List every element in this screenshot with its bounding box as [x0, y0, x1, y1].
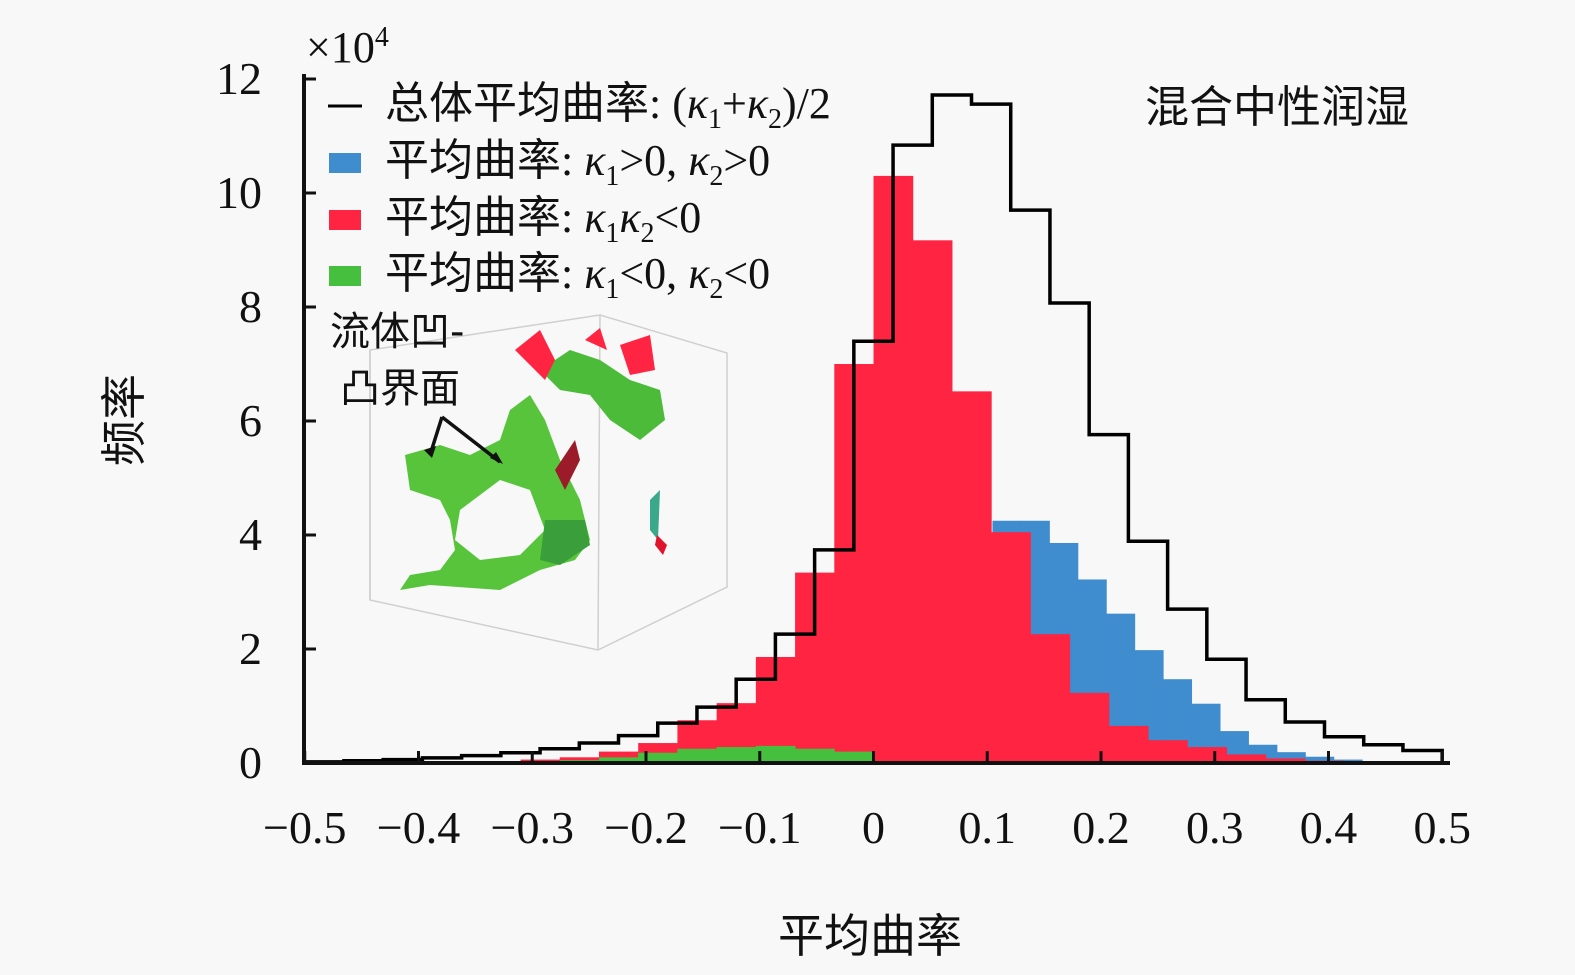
bar-series1-bin10: [912, 240, 953, 763]
bar-series2-bin1: [598, 757, 639, 763]
y-tick-label: 2: [239, 623, 262, 674]
x-tick-label: −0.5: [263, 802, 346, 853]
legend-label: 平均曲率: κ1​>0, κ2​>0: [385, 136, 770, 192]
bar-series0-bin10: [1276, 752, 1306, 763]
legend-swatch: [329, 210, 361, 230]
legend-label: 总体平均曲率: (κ1​+κ2​)/2: [385, 79, 831, 135]
x-tick-label: −0.4: [377, 802, 460, 853]
legend-item-3: 平均曲率: κ1​<0, κ2​<0: [329, 249, 770, 305]
bar-series1-bin17: [1187, 747, 1228, 763]
bar-series2-bin4: [716, 747, 757, 763]
inset-3d-render: 流体凹- 凸界面: [330, 309, 728, 651]
chart-title: 混合中性润湿: [1145, 82, 1409, 133]
bars-layer: [520, 175, 1392, 763]
total-outline-histogram: [303, 93, 1444, 764]
inset-annotation-line-1: 流体凹-: [330, 309, 464, 355]
arrow-2: [440, 415, 502, 464]
bar-series2-bin3: [677, 748, 718, 763]
y-multiplier-base: ×10: [306, 23, 375, 72]
x-tick-label: 0.4: [1300, 802, 1358, 853]
legend-swatch: [329, 153, 361, 173]
bar-series1-bin18: [1226, 754, 1267, 763]
y-tick-label: 0: [239, 737, 262, 788]
y-tick-label: 10: [216, 167, 262, 218]
x-tick-label: 0.2: [1072, 802, 1130, 853]
inset-surfaces: [400, 328, 667, 590]
bar-series0-bin11: [1305, 756, 1335, 763]
outline-layer: [303, 93, 1444, 764]
x-tick-label: 0: [862, 802, 885, 853]
x-tick-label: −0.2: [604, 802, 687, 853]
legend-item-2: 平均曲率: κ1​κ2​<0: [329, 193, 701, 249]
bar-series2-bin6: [794, 748, 835, 763]
y-tick-label: 4: [239, 509, 262, 560]
legend-swatch: [329, 266, 361, 286]
x-tick-label: 0.1: [959, 802, 1017, 853]
y-multiplier: ×104: [306, 22, 389, 72]
x-ticks: −0.5 −0.4 −0.3 −0.2 −0.1 0 0.1 0.2 0.3 0.4 0.5: [263, 751, 1471, 853]
bar-series2-bin2: [638, 752, 678, 763]
bar-series1-bin16: [1148, 740, 1188, 763]
y-ticks: 0 2 4 6 8 10 12: [216, 53, 316, 788]
bar-series1-bin11: [951, 391, 992, 763]
arrow-head-1: [424, 446, 436, 458]
legend-label: 平均曲率: κ1​κ2​<0: [385, 193, 701, 249]
bar-series2-bin7: [834, 751, 874, 763]
y-tick-label: 12: [216, 53, 262, 104]
bar-series1-bin13: [1030, 634, 1071, 763]
bar-series1-bin15: [1108, 725, 1149, 763]
bar-series1-bin19: [1265, 758, 1306, 763]
arrow-head-2: [490, 452, 503, 464]
y-multiplier-exponent: 4: [375, 22, 389, 53]
y-tick-label: 8: [239, 281, 262, 332]
bar-series2-bin5: [755, 745, 796, 763]
y-tick-label: 6: [239, 395, 262, 446]
x-tick-label: −0.1: [718, 802, 801, 853]
bar-series1-bin14: [1069, 692, 1110, 763]
y-axis-label: 频率: [97, 374, 151, 466]
legend-item-1: 平均曲率: κ1​>0, κ2​>0: [329, 136, 770, 192]
legend-item-0: 总体平均曲率: (κ1​+κ2​)/2: [328, 79, 831, 135]
x-axis-label: 平均曲率: [778, 909, 962, 963]
legend-label: 平均曲率: κ1​<0, κ2​<0: [385, 249, 770, 305]
x-tick-label: 0.5: [1414, 802, 1472, 853]
inset-annotation-line-2: 凸界面: [340, 366, 460, 412]
bar-series1-bin12: [991, 532, 1031, 763]
x-tick-label: −0.3: [491, 802, 574, 853]
x-tick-label: 0.3: [1186, 802, 1244, 853]
